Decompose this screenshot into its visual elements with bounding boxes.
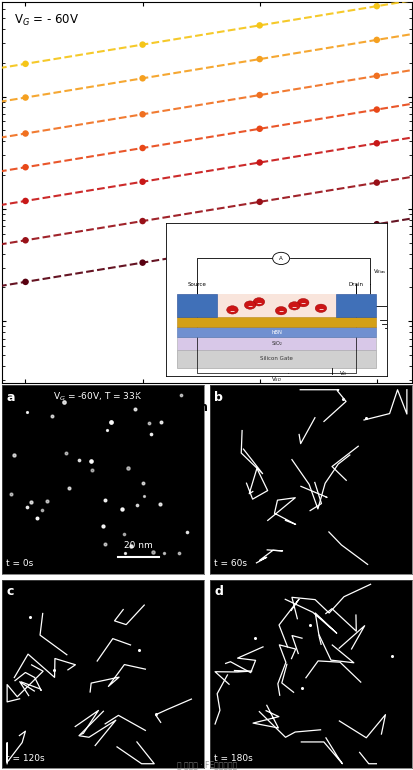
Text: t = 180s: t = 180s [214,754,252,763]
Point [22,58,29,70]
Point [139,108,145,120]
Point [22,276,29,288]
X-axis label: Diffusion Time (s): Diffusion Time (s) [147,401,266,414]
Point [22,92,29,104]
Point [22,234,29,246]
Text: t = 120s: t = 120s [6,754,45,763]
Point [373,34,379,46]
Point [256,196,262,208]
Point [373,103,379,116]
Point [256,19,262,32]
Point [256,89,262,101]
Point [373,176,379,189]
Point [139,176,145,188]
Text: c: c [6,585,14,598]
Point [373,70,379,82]
Text: 20 nm: 20 nm [123,541,152,551]
Point [373,137,379,149]
Text: V$_G$ = -60V, T = 33K: V$_G$ = -60V, T = 33K [52,390,142,403]
Point [256,122,262,135]
Point [373,0,379,12]
Point [256,53,262,65]
Text: t = 0s: t = 0s [6,559,33,568]
Text: b: b [214,390,223,403]
Point [22,161,29,173]
Text: 🔔 公众号 · FE图南工作室: 🔔 公众号 · FE图南工作室 [176,760,237,769]
Point [373,218,379,230]
Text: a: a [6,390,14,403]
Point [22,195,29,207]
Point [139,142,145,154]
Point [256,237,262,249]
Text: V$_G$ = - 60V: V$_G$ = - 60V [14,13,79,28]
Text: t = 60s: t = 60s [214,559,247,568]
Text: d: d [214,585,223,598]
Point [139,215,145,227]
Point [139,72,145,85]
Point [22,127,29,139]
Point [139,256,145,269]
Point [256,156,262,169]
Point [139,38,145,51]
